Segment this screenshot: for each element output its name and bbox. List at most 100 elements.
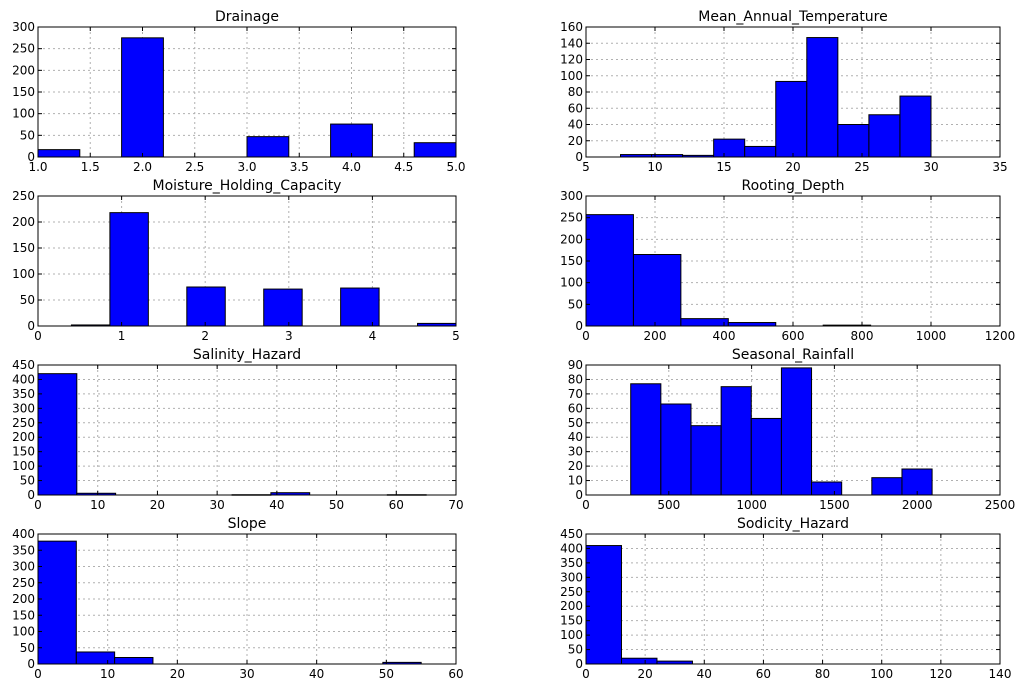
- x-tick-label: 4: [369, 329, 377, 343]
- y-tick-label: 80: [568, 372, 583, 386]
- y-tick-label: 350: [12, 543, 35, 557]
- y-tick-label: 400: [12, 372, 35, 386]
- histogram-panel: 0 10 20 30 40 50 60 700501001502002503003504004…: [12, 347, 464, 512]
- histogram-bar: [121, 37, 164, 158]
- y-tick-label: 140: [560, 36, 583, 50]
- histogram-bar: [330, 123, 373, 158]
- histogram-bar: [744, 145, 777, 158]
- plot-frame: [585, 533, 1001, 665]
- y-tick-label: 50: [568, 643, 583, 657]
- chart-title: Drainage: [215, 9, 279, 25]
- y-tick-label: 200: [560, 599, 583, 613]
- x-tick-label: 20: [170, 667, 185, 681]
- y-tick-label: 60: [568, 101, 583, 115]
- x-tick-label: 30: [239, 667, 254, 681]
- y-tick-label: 0: [27, 657, 35, 671]
- histogram-bar: [340, 287, 380, 327]
- x-tick-label: 400: [713, 329, 736, 343]
- y-tick-label: 100: [12, 107, 35, 121]
- x-tick-label: 20: [150, 498, 165, 512]
- y-tick-label: 60: [568, 401, 583, 415]
- x-tick-label: 100: [870, 667, 893, 681]
- histogram-bar: [750, 417, 782, 496]
- histogram-panel: 0 20 40 60 80 100 120 1400501001502002503003504…: [560, 516, 1011, 681]
- x-tick-label: 5: [452, 329, 460, 343]
- y-tick-label: 250: [12, 416, 35, 430]
- histogram-bar: [806, 37, 839, 158]
- y-tick-label: 250: [12, 189, 35, 203]
- y-tick-label: 0: [575, 150, 583, 164]
- x-tick-label: 4.5: [394, 160, 413, 174]
- x-tick-label: 1500: [819, 498, 850, 512]
- y-tick-label: 250: [12, 576, 35, 590]
- x-tick-label: 1.0: [28, 160, 47, 174]
- x-tick-label: 15: [716, 160, 731, 174]
- y-tick-label: 400: [12, 527, 35, 541]
- histogram-bar: [37, 373, 78, 496]
- x-tick-label: 2.0: [133, 160, 152, 174]
- y-tick-label: 100: [12, 267, 35, 281]
- chart-title: Salinity_Hazard: [193, 347, 301, 363]
- y-tick-label: 0: [27, 319, 35, 333]
- histogram-panel: 0 200 400 600 800 1000 1200 0 50 100 150 200 250 300 R…: [560, 178, 1015, 343]
- y-tick-label: 150: [560, 614, 583, 628]
- x-tick-label: 140: [989, 667, 1012, 681]
- x-tick-label: 70: [448, 498, 463, 512]
- x-tick-label: 20: [785, 160, 800, 174]
- y-tick-label: 0: [575, 657, 583, 671]
- y-tick-label: 200: [12, 63, 35, 77]
- histogram-bar: [871, 477, 903, 496]
- histogram-bar: [680, 318, 729, 327]
- histogram-bar: [632, 254, 682, 327]
- y-tick-label: 20: [568, 459, 583, 473]
- histogram-bar: [37, 149, 81, 158]
- x-tick-label: 0: [582, 329, 590, 343]
- y-tick-label: 150: [12, 445, 35, 459]
- histogram-bar: [780, 367, 813, 496]
- x-tick-label: 2: [201, 329, 209, 343]
- histogram-panel: 0 1 2 3 4 5050100150200250Moisture_Holding_Ca…: [12, 178, 460, 343]
- y-tick-label: 100: [12, 625, 35, 639]
- plot-frame: [37, 195, 457, 327]
- x-tick-label: 500: [657, 498, 680, 512]
- x-tick-label: 800: [851, 329, 874, 343]
- histogram-bar: [620, 657, 658, 665]
- y-tick-label: 450: [560, 527, 583, 541]
- y-tick-label: 100: [560, 69, 583, 83]
- x-tick-label: 10: [647, 160, 662, 174]
- y-tick-label: 120: [560, 53, 583, 67]
- x-tick-label: 50: [329, 498, 344, 512]
- histogram-bar: [868, 114, 901, 158]
- histogram-bar: [37, 540, 77, 665]
- x-tick-label: 200: [644, 329, 667, 343]
- histogram-panel: 1.0 1.5 2.0 2.5 3.0 3.5 4.0 4.5 5.0 0 50 100 150 200 2…: [12, 9, 465, 174]
- y-tick-label: 150: [12, 85, 35, 99]
- histogram-bar: [630, 383, 662, 496]
- histogram-bar: [585, 214, 634, 327]
- y-tick-label: 50: [568, 416, 583, 430]
- y-tick-label: 200: [12, 430, 35, 444]
- y-tick-label: 300: [560, 189, 583, 203]
- histogram-bar: [837, 124, 870, 158]
- y-tick-label: 450: [12, 358, 35, 372]
- x-tick-label: 2000: [902, 498, 933, 512]
- histogram-bar: [114, 657, 154, 665]
- histogram-bar: [727, 322, 777, 327]
- x-tick-label: 50: [379, 667, 394, 681]
- y-tick-label: 90: [568, 358, 583, 372]
- y-tick-label: 0: [575, 319, 583, 333]
- histogram-bar: [263, 288, 303, 327]
- y-tick-label: 150: [12, 608, 35, 622]
- x-tick-label: 0: [34, 498, 42, 512]
- y-tick-label: 150: [12, 241, 35, 255]
- histogram-bar: [811, 481, 843, 496]
- x-tick-label: 4.0: [342, 160, 361, 174]
- x-tick-label: 120: [929, 667, 952, 681]
- x-tick-label: 35: [992, 160, 1007, 174]
- x-tick-label: 0: [582, 498, 590, 512]
- x-tick-label: 60: [389, 498, 404, 512]
- x-tick-label: 600: [782, 329, 805, 343]
- x-tick-label: 0: [582, 667, 590, 681]
- y-tick-label: 160: [560, 20, 583, 34]
